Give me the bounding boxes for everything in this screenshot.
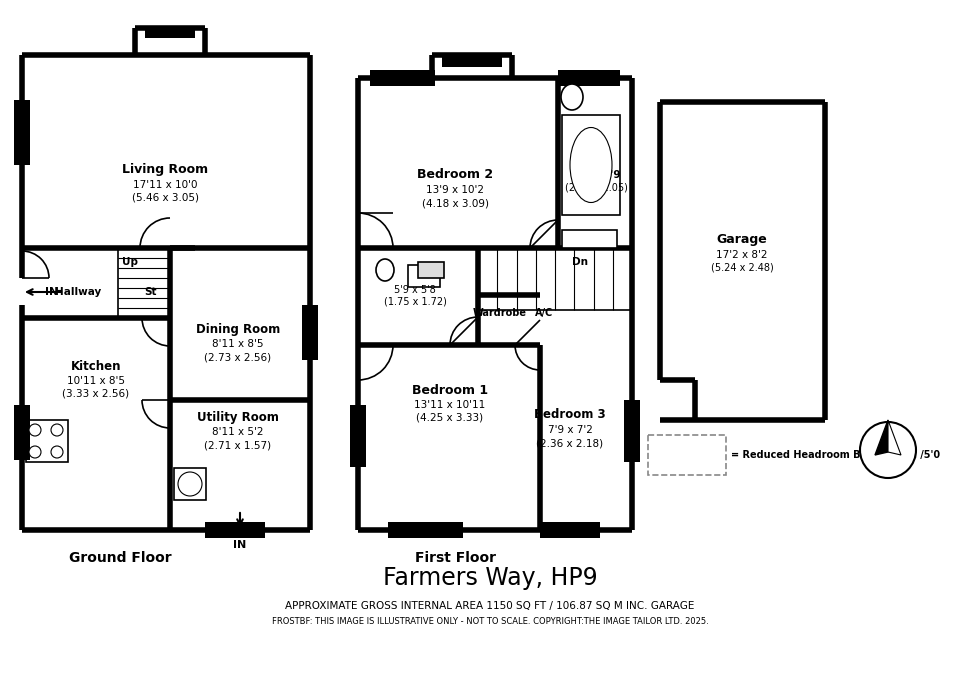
- Text: IN: IN: [45, 287, 59, 297]
- Circle shape: [51, 424, 63, 436]
- Text: Dn: Dn: [572, 257, 588, 267]
- Text: A/C: A/C: [535, 308, 553, 318]
- Text: APPROXIMATE GROSS INTERNAL AREA 1150 SQ FT / 106.87 SQ M INC. GARAGE: APPROXIMATE GROSS INTERNAL AREA 1150 SQ …: [285, 601, 695, 611]
- Text: 17'2 x 8'2: 17'2 x 8'2: [716, 250, 767, 260]
- Polygon shape: [888, 420, 901, 455]
- Text: First Floor: First Floor: [415, 551, 496, 565]
- Bar: [145, 28, 195, 38]
- Text: Bedroom 3: Bedroom 3: [534, 408, 606, 421]
- Bar: [540, 522, 600, 538]
- Text: Dining Room: Dining Room: [196, 324, 280, 337]
- Circle shape: [178, 472, 202, 496]
- Bar: [562, 115, 620, 215]
- Bar: [442, 55, 502, 67]
- Ellipse shape: [561, 84, 583, 110]
- Text: 7'9 x 7'2: 7'9 x 7'2: [548, 425, 593, 435]
- Bar: [648, 435, 726, 475]
- Bar: [350, 405, 366, 467]
- Text: Ground Floor: Ground Floor: [69, 551, 172, 565]
- Text: Hallway: Hallway: [55, 287, 101, 297]
- Ellipse shape: [570, 128, 612, 202]
- Bar: [418, 262, 444, 278]
- Bar: [14, 405, 30, 460]
- Text: 8'11 x 8'5: 8'11 x 8'5: [213, 339, 264, 349]
- Text: (3.33 x 2.56): (3.33 x 2.56): [63, 389, 129, 399]
- Text: 8'11 x 5'2: 8'11 x 5'2: [213, 427, 264, 437]
- Text: Bedroom 1: Bedroom 1: [412, 383, 488, 397]
- Text: Wardrobe: Wardrobe: [473, 308, 527, 318]
- Text: (4.25 x 3.33): (4.25 x 3.33): [416, 413, 483, 423]
- Text: Kitchen: Kitchen: [71, 361, 122, 373]
- Bar: [205, 522, 265, 538]
- Text: (2.71 x 1.57): (2.71 x 1.57): [205, 440, 271, 450]
- Text: 10'11 x 8'5: 10'11 x 8'5: [67, 376, 125, 386]
- Text: = Reduced Headroom Below 1.5m /5'0: = Reduced Headroom Below 1.5m /5'0: [731, 450, 940, 460]
- Ellipse shape: [376, 259, 394, 281]
- Bar: [174, 468, 206, 500]
- Text: St: St: [144, 287, 156, 297]
- Text: Garage: Garage: [716, 233, 767, 246]
- Text: 13'11 x 10'11: 13'11 x 10'11: [415, 400, 486, 410]
- Text: Up: Up: [122, 257, 138, 267]
- Text: N: N: [883, 458, 893, 471]
- Text: (2.15 x 2.05): (2.15 x 2.05): [564, 183, 627, 193]
- Text: 17'11 x 10'0: 17'11 x 10'0: [132, 180, 197, 190]
- Bar: [562, 230, 617, 248]
- Polygon shape: [875, 420, 888, 455]
- Bar: [624, 400, 640, 462]
- Text: (5.24 x 2.48): (5.24 x 2.48): [710, 263, 773, 273]
- Text: 7'1 x 6'9: 7'1 x 6'9: [571, 170, 620, 180]
- Bar: [14, 100, 30, 165]
- Bar: [388, 522, 463, 538]
- Text: Bedroom 2: Bedroom 2: [416, 169, 493, 182]
- Bar: [408, 265, 440, 287]
- Text: Farmers Way, HP9: Farmers Way, HP9: [382, 566, 598, 590]
- Text: (4.18 x 3.09): (4.18 x 3.09): [421, 198, 488, 208]
- Bar: [26, 420, 68, 462]
- Text: Utility Room: Utility Room: [197, 412, 279, 425]
- Text: (2.73 x 2.56): (2.73 x 2.56): [205, 352, 271, 362]
- Circle shape: [860, 422, 916, 478]
- Text: Living Room: Living Room: [122, 163, 208, 176]
- Text: 5'9 x 5'8: 5'9 x 5'8: [394, 285, 436, 295]
- Text: (5.46 x 3.05): (5.46 x 3.05): [131, 193, 199, 203]
- Bar: [370, 70, 435, 86]
- Circle shape: [29, 446, 41, 458]
- Text: (1.75 x 1.72): (1.75 x 1.72): [383, 297, 447, 307]
- Text: (2.36 x 2.18): (2.36 x 2.18): [536, 438, 604, 448]
- Bar: [302, 305, 318, 360]
- Circle shape: [51, 446, 63, 458]
- Circle shape: [29, 424, 41, 436]
- Text: 13'9 x 10'2: 13'9 x 10'2: [426, 185, 484, 195]
- Bar: [558, 70, 620, 86]
- Text: FROSTBF: THIS IMAGE IS ILLUSTRATIVE ONLY - NOT TO SCALE. COPYRIGHT:THE IMAGE TAI: FROSTBF: THIS IMAGE IS ILLUSTRATIVE ONLY…: [271, 617, 709, 626]
- Text: IN: IN: [233, 540, 247, 550]
